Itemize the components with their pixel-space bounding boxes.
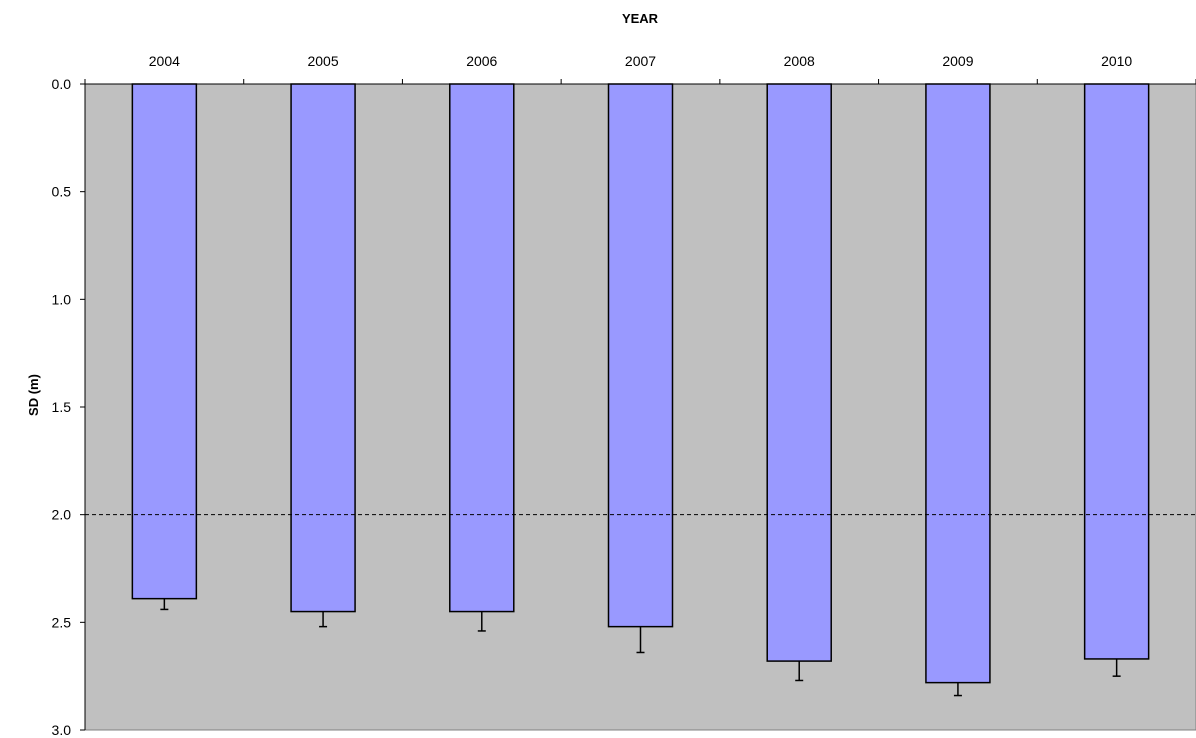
bar-2009 [925,83,991,684]
bar-2007 [607,83,674,628]
bar-2005 [290,83,356,613]
x-tick-label-2009: 2009 [942,53,973,69]
y-tick-label: 2.5 [52,614,72,630]
y-tick-label: 0.5 [52,184,72,200]
bars-layer [131,83,1150,697]
x-tick-label-2005: 2005 [307,53,338,69]
x-tick-label-2010: 2010 [1101,53,1132,69]
bar-2004 [131,83,198,600]
x-tick-label-2006: 2006 [466,53,497,69]
x-tick-label-2004: 2004 [149,53,180,69]
axes-layer: 2004 2005 2006 2007 2008 2009 2010 0.0 0.5 1.0 1.5… [52,53,1196,738]
bar-2010 [1083,83,1150,660]
y-tick-label: 1.5 [52,399,72,415]
y-tick-label: 3.0 [52,722,72,738]
y-tick-label: 2.0 [52,507,72,523]
x-tick-label-2007: 2007 [625,53,656,69]
bar-2008 [766,83,832,662]
y-tick-label: 0.0 [52,76,72,92]
x-tick-label-2008: 2008 [784,53,815,69]
x-axis-title: YEAR [622,11,659,26]
y-axis-title: SD (m) [26,374,41,416]
y-tick-label: 1.0 [52,291,72,307]
bar-2006 [449,83,515,613]
